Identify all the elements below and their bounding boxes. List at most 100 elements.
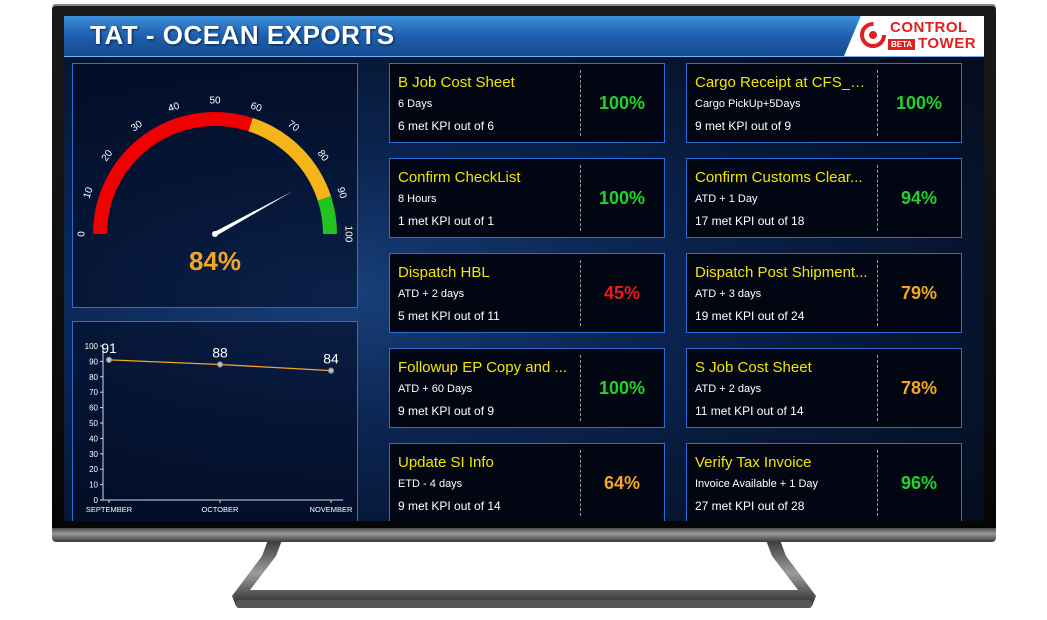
kpi-card-percent: 100% bbox=[895, 93, 943, 113]
kpi-card[interactable]: Dispatch Post Shipment... ATD + 3 days 19 … bbox=[686, 253, 962, 333]
gauge-tick-label: 30 bbox=[129, 119, 145, 135]
kpi-card[interactable]: Confirm Customs Clear... ATD + 1 Day 17 me… bbox=[686, 158, 962, 238]
y-tick-label: 30 bbox=[89, 450, 98, 459]
y-tick-label: 50 bbox=[89, 419, 98, 428]
kpi-card-title: Confirm Customs Clear... bbox=[695, 169, 863, 186]
kpi-card-criteria: ATD + 2 days bbox=[398, 288, 465, 300]
kpi-card[interactable]: B Job Cost Sheet 6 Days 6 met KPI out of 6… bbox=[389, 63, 665, 143]
y-tick-label: 100 bbox=[85, 342, 99, 351]
gauge-tick-label: 10 bbox=[82, 186, 96, 200]
gauge-band-0 bbox=[93, 112, 253, 235]
gauge-tick-label: 90 bbox=[334, 186, 348, 200]
kpi-card-count: 9 met KPI out of 9 bbox=[398, 404, 495, 418]
kpi-card-title: Confirm CheckList bbox=[398, 169, 521, 186]
gauge-tick-label: 60 bbox=[249, 101, 263, 115]
page-title: TAT - OCEAN EXPORTS bbox=[90, 20, 395, 50]
gauge-needle bbox=[213, 191, 293, 236]
gauge-tick-label: 100 bbox=[342, 226, 353, 243]
y-tick-label: 80 bbox=[89, 373, 98, 382]
kpi-card-count: 5 met KPI out of 11 bbox=[398, 309, 500, 323]
kpi-card-divider bbox=[877, 355, 878, 421]
kpi-card-criteria: ATD + 2 days bbox=[695, 383, 762, 395]
y-tick-label: 0 bbox=[94, 496, 99, 505]
trend-line-chart: 0 10 20 30 40 50 60 70 80 90 100 91 SEPTEMBER 88 OCTOB… bbox=[85, 340, 354, 514]
y-tick-label: 10 bbox=[89, 481, 98, 490]
kpi-card-criteria: 8 Hours bbox=[398, 193, 437, 205]
dashboard-screen: TAT - OCEAN EXPORTS CONTROL BETA TOWER 0… bbox=[64, 16, 984, 521]
x-tick-label: OCTOBER bbox=[202, 505, 240, 514]
y-tick-label: 70 bbox=[89, 388, 98, 397]
kpi-card-divider bbox=[580, 260, 581, 326]
kpi-card-criteria: Cargo PickUp+5Days bbox=[695, 98, 801, 110]
kpi-card-percent: 79% bbox=[900, 283, 938, 303]
header-bar: TAT - OCEAN EXPORTS CONTROL BETA TOWER bbox=[64, 16, 984, 57]
data-point bbox=[105, 356, 113, 363]
kpi-card-title: Cargo Receipt at CFS_C... bbox=[695, 74, 873, 91]
kpi-card-count: 1 met KPI out of 1 bbox=[398, 214, 495, 228]
kpi-card-divider bbox=[877, 70, 878, 136]
kpi-card-count: 11 met KPI out of 14 bbox=[695, 404, 804, 418]
data-label: 91 bbox=[101, 340, 117, 356]
kpi-card-percent: 94% bbox=[900, 188, 938, 208]
gauge-tick-label: 50 bbox=[209, 96, 221, 107]
trend-chart-panel: 0 10 20 30 40 50 60 70 80 90 100 91 SEPTEMBER 88 OCTOB… bbox=[72, 321, 358, 521]
y-tick-label: 60 bbox=[89, 404, 98, 413]
x-tick-label: NOVEMBER bbox=[310, 505, 354, 514]
kpi-card-divider bbox=[580, 450, 581, 516]
kpi-card[interactable]: Followup EP Copy and ... ATD + 60 Days 9 m… bbox=[389, 348, 665, 428]
tv-bezel-bottom bbox=[52, 528, 996, 542]
kpi-card[interactable]: Confirm CheckList 8 Hours 1 met KPI out of… bbox=[389, 158, 665, 238]
gauge-band-2 bbox=[317, 196, 337, 235]
kpi-card-title: Followup EP Copy and ... bbox=[398, 359, 567, 376]
kpi-card[interactable]: Verify Tax Invoice Invoice Available + 1 … bbox=[686, 443, 962, 521]
gauge-band-1 bbox=[248, 117, 332, 201]
kpi-card-title: Dispatch HBL bbox=[398, 264, 490, 281]
kpi-card-percent: 78% bbox=[900, 378, 938, 398]
logo-beta-badge: BETA bbox=[888, 39, 916, 50]
y-tick-label: 40 bbox=[89, 434, 98, 443]
kpi-card-criteria: Invoice Available + 1 Day bbox=[695, 478, 819, 490]
data-point bbox=[216, 361, 224, 368]
kpi-card-divider bbox=[580, 165, 581, 231]
kpi-card-count: 6 met KPI out of 6 bbox=[398, 119, 495, 133]
kpi-card[interactable]: S Job Cost Sheet ATD + 2 days 11 met KPI o… bbox=[686, 348, 962, 428]
data-label: 88 bbox=[212, 344, 228, 360]
kpi-card-title: Verify Tax Invoice bbox=[695, 454, 812, 471]
kpi-card-title: S Job Cost Sheet bbox=[695, 359, 812, 376]
kpi-card-percent: 64% bbox=[603, 473, 641, 493]
gauge-tick-label: 20 bbox=[100, 148, 116, 164]
kpi-card-criteria: ATD + 60 Days bbox=[398, 383, 473, 395]
kpi-card-criteria: ETD - 4 days bbox=[398, 478, 463, 490]
kpi-card-count: 27 met KPI out of 28 bbox=[695, 499, 805, 513]
kpi-card-title: B Job Cost Sheet bbox=[398, 74, 515, 91]
kpi-card-divider bbox=[877, 260, 878, 326]
y-tick-label: 90 bbox=[89, 357, 98, 366]
kpi-card-divider bbox=[580, 70, 581, 136]
x-tick-label: SEPTEMBER bbox=[86, 505, 133, 514]
kpi-card-title: Update SI Info bbox=[398, 454, 494, 471]
kpi-card-criteria: ATD + 1 Day bbox=[695, 193, 758, 205]
gauge-tick-label: 40 bbox=[167, 101, 181, 115]
y-tick-label: 20 bbox=[89, 465, 98, 474]
gauge-panel: 0 10 20 30 40 50 60 70 80 90 100 84% bbox=[72, 63, 358, 308]
kpi-card[interactable]: Cargo Receipt at CFS_C... Cargo PickUp+5D… bbox=[686, 63, 962, 143]
gauge-dial: 0 10 20 30 40 50 60 70 80 90 100 bbox=[77, 96, 354, 243]
kpi-card-percent: 45% bbox=[603, 283, 641, 303]
gauge-value: 84% bbox=[188, 246, 242, 276]
kpi-card-percent: 100% bbox=[598, 93, 646, 113]
kpi-card[interactable]: Update SI Info ETD - 4 days 9 met KPI out … bbox=[389, 443, 665, 521]
kpi-card-criteria: 6 Days bbox=[398, 98, 433, 110]
gauge-needle-hub bbox=[212, 231, 218, 237]
logo-swirl-icon bbox=[860, 22, 886, 48]
kpi-card-divider bbox=[877, 450, 878, 516]
kpi-card-divider bbox=[877, 165, 878, 231]
kpi-card-percent: 100% bbox=[598, 378, 646, 398]
kpi-card-count: 9 met KPI out of 14 bbox=[398, 499, 501, 513]
kpi-card-percent: 96% bbox=[900, 473, 938, 493]
kpi-card-count: 19 met KPI out of 24 bbox=[695, 309, 805, 323]
kpi-card-percent: 100% bbox=[598, 188, 646, 208]
logo-line2: TOWER bbox=[918, 35, 977, 52]
kpi-card[interactable]: Dispatch HBL ATD + 2 days 5 met KPI out of… bbox=[389, 253, 665, 333]
